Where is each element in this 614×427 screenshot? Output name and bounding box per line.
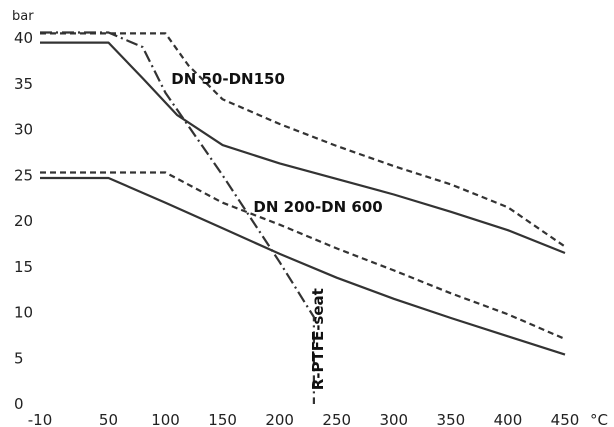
x-tick-label: -10 — [28, 411, 53, 427]
annotation-label: DN 200-DN 600 — [253, 198, 382, 216]
chart-annotations: DN 50-DN150 DN 200-DN 600 R-PTFE-seat — [171, 70, 382, 391]
annotation-label: R-PTFE-seat — [309, 288, 327, 390]
y-tick-label: 25 — [14, 166, 33, 184]
annotation-label: DN 50-DN150 — [171, 70, 285, 88]
y-tick-label: 20 — [14, 212, 33, 230]
x-tick-label: 200 — [265, 411, 294, 427]
y-tick-label: 30 — [14, 121, 33, 139]
x-tick-label: 250 — [322, 411, 351, 427]
y-tick-label: 40 — [14, 29, 33, 47]
y-tick-label: 0 — [14, 395, 24, 413]
series-line-solid — [40, 41, 566, 255]
series-line-dashed — [40, 171, 566, 341]
x-tick-label: 450 — [551, 411, 580, 427]
y-tick-label: 35 — [14, 75, 33, 93]
x-tick-label: 50 — [99, 411, 118, 427]
y-tick-label: 5 — [14, 349, 24, 367]
x-tick-label: 400 — [494, 411, 523, 427]
x-tick-label: 100 — [151, 411, 180, 427]
chart-series — [40, 31, 566, 404]
series-line-dash-dot — [40, 31, 315, 404]
x-tick-label: 150 — [208, 411, 237, 427]
series-line-solid — [40, 176, 566, 356]
x-tick-labels: -10 50 100 150 200 250 300 350 400 450 — [28, 411, 580, 427]
y-tick-labels: 0 5 10 15 20 25 30 35 40 — [14, 29, 33, 413]
x-tick-label: 350 — [437, 411, 466, 427]
y-unit-label: bar — [12, 9, 34, 24]
y-tick-label: 15 — [14, 258, 33, 276]
x-unit-label: °C — [590, 411, 608, 427]
x-tick-label: 300 — [379, 411, 408, 427]
series-line-dashed — [40, 32, 566, 248]
y-tick-label: 10 — [14, 304, 33, 322]
